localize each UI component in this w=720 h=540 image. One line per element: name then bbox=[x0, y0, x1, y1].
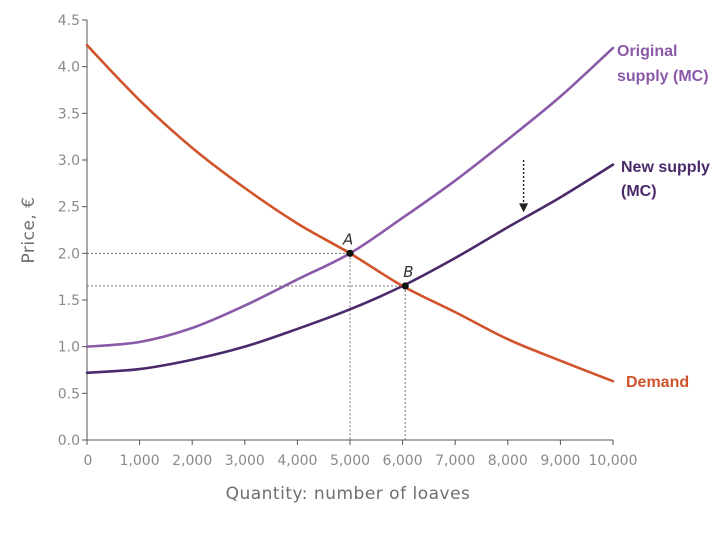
y-tick-label: 4.5 bbox=[58, 13, 80, 29]
series-line-demand bbox=[85, 43, 615, 383]
shift-arrow bbox=[519, 160, 529, 213]
x-tick-label: 7,000 bbox=[435, 453, 475, 469]
point-label-b: B bbox=[403, 263, 413, 281]
y-tick-label: 4.0 bbox=[58, 60, 80, 76]
equilibrium-points: AB bbox=[342, 230, 414, 290]
x-tick-label: 8,000 bbox=[488, 453, 528, 469]
y-tick-label: 3.0 bbox=[58, 153, 80, 169]
point-a bbox=[346, 249, 354, 257]
point-b bbox=[401, 282, 409, 290]
x-tick-label: 9,000 bbox=[540, 453, 580, 469]
guide-lines bbox=[87, 252, 406, 440]
x-tick-label: 10,000 bbox=[589, 453, 638, 469]
x-tick-label: 0 bbox=[84, 453, 93, 469]
series-label-demand: Demand bbox=[626, 374, 689, 391]
y-tick-label: 2.5 bbox=[58, 200, 80, 216]
y-tick-label: 0.5 bbox=[58, 386, 80, 402]
x-tick-label: 2,000 bbox=[172, 453, 212, 469]
x-tick-label: 5,000 bbox=[330, 453, 370, 469]
x-tick-label: 6,000 bbox=[383, 453, 423, 469]
series-labels: Original supply (MC) New supply (MC) Demand bbox=[617, 43, 710, 391]
series-label-original-supply-mc: Original supply (MC) bbox=[617, 43, 709, 85]
y-tick-label: 1.0 bbox=[58, 340, 80, 356]
y-axis-title: Price, € bbox=[19, 196, 39, 263]
series-line-new-supply-mc bbox=[85, 163, 615, 375]
series-line-original-supply-mc bbox=[85, 46, 615, 348]
point-label-a: A bbox=[342, 230, 353, 248]
x-tick-label: 3,000 bbox=[225, 453, 265, 469]
x-tick-label: 4,000 bbox=[277, 453, 317, 469]
y-axis-ticks: 0.0 0.5 1.0 1.5 2.0 2.5 3.0 3.5 4.0 4.5 bbox=[58, 13, 87, 449]
y-tick-label: 1.5 bbox=[58, 293, 80, 309]
shift-arrow-head bbox=[519, 203, 529, 213]
x-axis-ticks: 0 1,000 2,000 3,000 4,000 5,000 6,000 7,000 8,00… bbox=[84, 440, 638, 469]
x-tick-label: 1,000 bbox=[120, 453, 160, 469]
y-tick-label: 2.0 bbox=[58, 246, 80, 262]
y-tick-label: 0.0 bbox=[58, 433, 80, 449]
x-axis-title: Quantity: number of loaves bbox=[226, 484, 471, 504]
series-lines bbox=[85, 43, 615, 383]
series-label-new-supply-mc: New supply (MC) bbox=[621, 159, 710, 200]
y-tick-label: 3.5 bbox=[58, 106, 80, 122]
